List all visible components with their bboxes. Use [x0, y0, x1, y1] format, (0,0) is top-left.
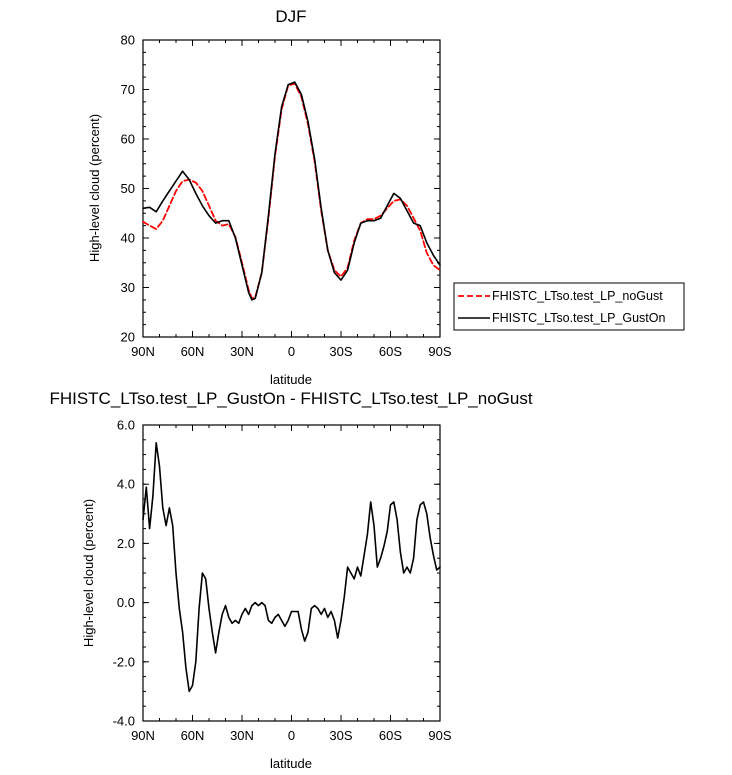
bottom-y-tick-label: -4.0	[113, 714, 135, 729]
bottom-x-tick-label: 30S	[329, 728, 352, 743]
top-y-tick-label: 50	[121, 181, 135, 196]
bottom-x-tick-label: 60S	[379, 728, 402, 743]
top-y-tick-label: 80	[121, 33, 135, 48]
top-panel: DJF 90N 60N 30N 0 30S 60S 90S 20 30 40 50 60 70 80 la…	[87, 7, 452, 387]
bottom-y-axis-label: High-level cloud (percent)	[81, 499, 96, 647]
top-y-axis-label: High-level cloud (percent)	[87, 114, 102, 262]
top-chart-title: DJF	[275, 7, 306, 26]
bottom-y-tick-label: -2.0	[113, 654, 135, 669]
top-series-line-0	[142, 82, 441, 300]
top-x-tick-label: 90S	[428, 344, 451, 359]
top-series-group	[142, 81, 441, 301]
bottom-axis-ticks: 90N 60N 30N 0 30S 60S 90S -4.0 -2.0 0.0 2.0 4.0 6.0	[113, 418, 452, 744]
top-x-tick-label: 60S	[379, 344, 402, 359]
top-x-axis-label: latitude	[270, 372, 312, 387]
top-x-tick-label: 0	[288, 344, 295, 359]
top-y-tick-label: 70	[121, 82, 135, 97]
top-x-tick-label: 30S	[329, 344, 352, 359]
bottom-chart-title: FHISTC_LTso.test_LP_GustOn - FHISTC_LTso…	[49, 389, 532, 408]
bottom-x-tick-label: 90S	[428, 728, 451, 743]
legend-label-guston: FHISTC_LTso.test_LP_GustOn	[492, 311, 665, 325]
bottom-y-tick-label: 2.0	[117, 536, 135, 551]
top-x-tick-label: 90N	[131, 344, 155, 359]
bottom-x-tick-label: 0	[288, 728, 295, 743]
top-y-tick-label: 30	[121, 280, 135, 295]
bottom-panel: FHISTC_LTso.test_LP_GustOn - FHISTC_LTso…	[49, 389, 532, 771]
top-series-line-1	[142, 81, 441, 301]
bottom-y-tick-label: 0.0	[117, 595, 135, 610]
bottom-y-tick-label: 6.0	[117, 418, 135, 433]
bottom-series-line-0	[142, 441, 441, 693]
bottom-x-axis-label: latitude	[270, 756, 312, 771]
bottom-x-tick-label: 30N	[230, 728, 254, 743]
bottom-x-tick-label: 90N	[131, 728, 155, 743]
bottom-x-tick-label: 60N	[181, 728, 205, 743]
top-axis-ticks: 90N 60N 30N 0 30S 60S 90S 20 30 40 50 60 70 80	[121, 33, 452, 360]
top-y-tick-label: 40	[121, 231, 135, 246]
bottom-y-tick-label: 4.0	[117, 477, 135, 492]
top-x-tick-label: 60N	[181, 344, 205, 359]
bottom-series-group	[142, 441, 441, 693]
legend-box	[453, 282, 685, 331]
top-y-tick-label: 20	[121, 330, 135, 345]
legend: FHISTC_LTso.test_LP_noGust FHISTC_LTso.t…	[453, 282, 685, 331]
legend-label-nogust: FHISTC_LTso.test_LP_noGust	[492, 289, 663, 303]
top-y-tick-label: 60	[121, 132, 135, 147]
top-x-tick-label: 30N	[230, 344, 254, 359]
